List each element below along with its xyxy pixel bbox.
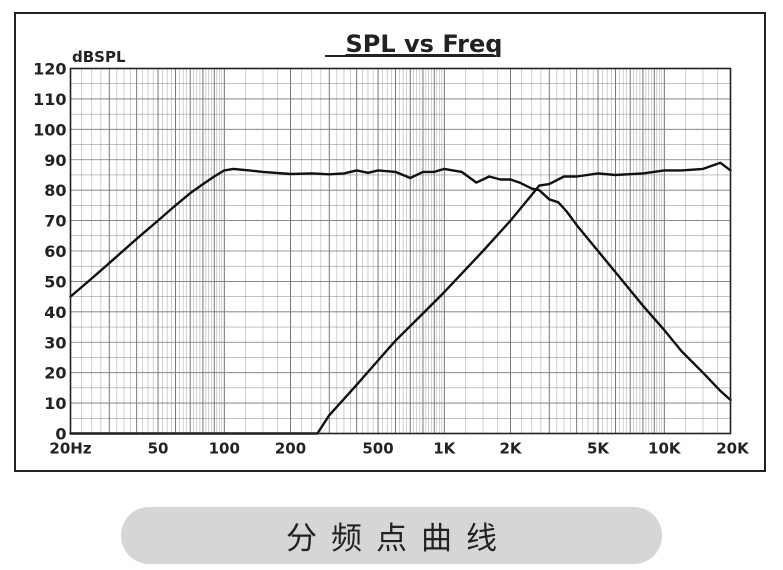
y-tick-label: 0 bbox=[55, 425, 66, 444]
series-line-2 bbox=[69, 161, 732, 435]
x-tick-label: 5K bbox=[587, 440, 610, 458]
x-tick-label: 20K bbox=[716, 440, 750, 458]
x-tick-label: 100 bbox=[209, 440, 240, 458]
y-tick-label: 60 bbox=[44, 242, 66, 261]
y-tick-label: 10 bbox=[44, 394, 66, 413]
y-tick-labels: 0 10 20 30 40 50 60 70 80 90 100 110 120 bbox=[33, 60, 66, 444]
y-tick-label: 80 bbox=[44, 181, 66, 200]
caption-pill: 分频点曲线 bbox=[121, 507, 662, 564]
y-tick-label: 70 bbox=[44, 212, 66, 231]
x-tick-label: 1K bbox=[433, 440, 456, 458]
x-tick-label: 20Hz bbox=[49, 440, 91, 458]
x-tick-labels: 20Hz 50 100 200 500 1K 2K 5K 10K 20K bbox=[49, 440, 750, 458]
chart-title: SPL vs Freq bbox=[346, 30, 503, 58]
y-tick-label: 90 bbox=[44, 151, 66, 170]
y-tick-label: 100 bbox=[33, 120, 66, 139]
caption-text: 分频点曲线 bbox=[286, 521, 511, 557]
y-tick-label: 50 bbox=[44, 272, 66, 291]
x-tick-label: 50 bbox=[148, 440, 169, 458]
y-tick-label: 30 bbox=[44, 333, 66, 352]
x-tick-label: 2K bbox=[499, 440, 522, 458]
grid-lines bbox=[70, 68, 731, 434]
y-axis-label: dBSPL bbox=[72, 48, 126, 66]
y-tick-label: 40 bbox=[44, 303, 66, 322]
plot-area-border bbox=[69, 67, 732, 435]
x-tick-label: 200 bbox=[275, 440, 306, 458]
y-tick-label: 20 bbox=[44, 364, 66, 383]
y-tick-label: 110 bbox=[33, 90, 66, 109]
series-line-1 bbox=[69, 167, 732, 402]
curves bbox=[69, 161, 732, 435]
spl-chart: SPL vs Freq dBSPL 0 10 20 30 40 50 60 70 80 90 100… bbox=[33, 30, 750, 458]
chart-frame: SPL vs Freq dBSPL 0 10 20 30 40 50 60 70 80 90 100… bbox=[14, 12, 766, 472]
x-tick-label: 10K bbox=[648, 440, 682, 458]
y-tick-label: 120 bbox=[33, 60, 66, 79]
x-tick-label: 500 bbox=[362, 440, 393, 458]
